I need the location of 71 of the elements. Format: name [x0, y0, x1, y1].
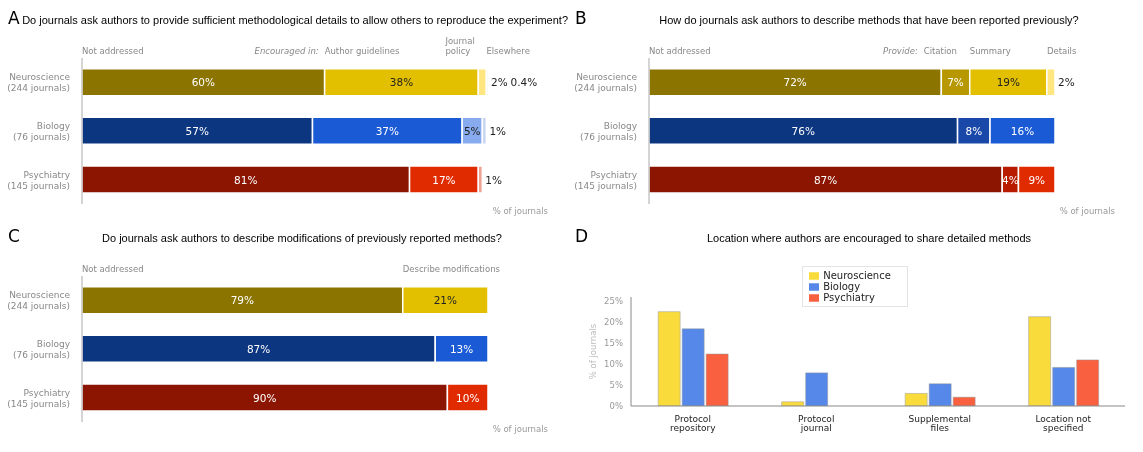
y-tick-label: 5% [609, 380, 623, 391]
series-label: Describe modifications [402, 264, 500, 274]
y-tick-label: Neuroscience (244 journals) [7, 72, 71, 94]
data-label: 1% [485, 173, 503, 186]
y-tick-label: 15% [604, 338, 623, 349]
x-tick-label: Protocol repository [669, 414, 717, 434]
text: D [575, 226, 590, 246]
data-label: 19% [996, 76, 1020, 89]
legend-label: Neuroscience [823, 270, 891, 281]
data-label: 72% [783, 76, 807, 89]
data-label: 38% [389, 76, 414, 89]
legend-label: Psychiatry [823, 292, 875, 303]
x-tick-label: Supplemental files [908, 414, 971, 434]
data-label: 1% [489, 124, 507, 137]
series-label: Summary [969, 46, 1011, 56]
data-label: 90% [253, 391, 277, 404]
x-tick-label: Protocol journal [798, 414, 835, 434]
y-tick-label: 20% [604, 317, 623, 328]
series-label: Not addressed [82, 46, 144, 56]
data-label: 17% [432, 173, 456, 186]
data-label: 87% [813, 173, 838, 186]
chart-title: Do journals ask authors to describe modifications of previously reported methods? [101, 232, 503, 244]
x-axis-title: % of journals [1058, 206, 1116, 217]
chart-title: Do journals ask authors to provide sufficient methodological details to allow others to reproduce the experiment? [22, 14, 568, 26]
data-label: 76% [791, 124, 815, 137]
series-label: Citation [923, 46, 957, 56]
data-label: 9% [1028, 173, 1046, 186]
text: C [8, 226, 21, 246]
data-label: 13% [449, 342, 474, 355]
data-label: 57% [185, 124, 209, 137]
series-label: Details [1046, 46, 1077, 56]
data-label: 87% [246, 342, 271, 355]
data-label: 8% [965, 124, 983, 137]
data-label: 7% [947, 76, 964, 89]
data-label: 79% [230, 294, 255, 307]
y-tick-label: Psychiatry (145 journals) [7, 387, 71, 409]
x-tick-label: Location not specified [1035, 414, 1092, 434]
data-label: 2% [1058, 76, 1075, 89]
y-tick-label: Neuroscience (244 journals) [7, 290, 71, 312]
data-label: 60% [191, 76, 215, 89]
data-label: 0.4% [510, 76, 538, 89]
y-tick-label: Biology (76 journals) [13, 339, 71, 360]
x-axis-title: % of journals [491, 206, 549, 217]
text: Provide: [883, 46, 918, 56]
y-tick-label: Neuroscience (244 journals) [574, 72, 638, 94]
chart-title: Location where authors are encouraged to share detailed methods [705, 232, 1033, 244]
y-tick-label: Biology (76 journals) [580, 121, 638, 142]
text: B [575, 8, 588, 28]
series-label: Author guidelines [324, 46, 400, 56]
text: A [8, 8, 21, 28]
series-label: Not addressed [649, 46, 711, 56]
data-label: 16% [1010, 124, 1035, 137]
x-axis-title: % of journals [491, 424, 549, 435]
y-tick-label: 10% [604, 359, 623, 370]
data-label: 37% [375, 124, 399, 137]
data-label: 2% [491, 76, 508, 89]
data-label: 10% [456, 391, 480, 404]
y-tick-label: 0% [609, 401, 623, 412]
y-tick-label: Biology (76 journals) [13, 121, 71, 142]
y-tick-label: Psychiatry (145 journals) [7, 169, 71, 191]
y-tick-label: 25% [604, 296, 623, 307]
series-label: Not addressed [82, 264, 144, 274]
text: Encouraged in: [254, 46, 319, 56]
data-label: 81% [234, 173, 258, 186]
series-label: Journal policy [445, 36, 476, 56]
y-tick-label: Psychiatry (145 journals) [574, 169, 638, 191]
chart-title: How do journals ask authors to describe methods that have been reported previously? [658, 14, 1080, 26]
legend-label: Biology [823, 281, 861, 292]
data-label: 5% [463, 124, 481, 137]
data-label: 21% [433, 294, 458, 307]
series-label: Elsewhere [486, 46, 530, 56]
